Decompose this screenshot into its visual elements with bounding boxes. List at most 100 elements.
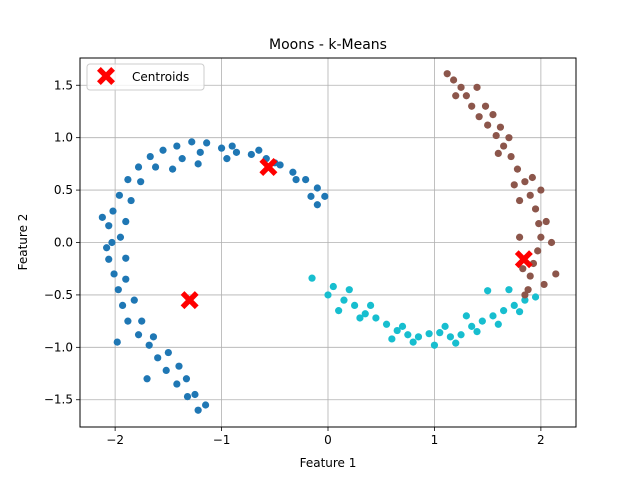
data-point-cluster-1 [151,163,160,171]
data-point-cluster-1 [194,406,202,414]
data-point-cluster-3 [513,165,522,173]
centroid-markers [180,158,533,310]
data-point-cluster-2 [308,274,316,282]
legend-label-centroids: Centroids [132,70,189,84]
y-axis-label: Feature 2 [16,214,30,271]
data-point-cluster-1 [146,152,154,161]
data-point-cluster-1 [122,217,130,226]
data-point-cluster-1 [137,178,145,186]
data-point-cluster-2 [441,322,449,330]
data-point-cluster-1 [191,390,199,399]
data-points [98,70,560,414]
y-tick-label: 0.0 [54,236,73,250]
data-point-cluster-2 [462,312,470,320]
data-point-cluster-3 [534,247,542,255]
data-point-cluster-3 [462,92,470,100]
data-point-cluster-3 [515,233,524,241]
data-point-cluster-1 [118,301,127,309]
data-point-cluster-3 [500,142,508,150]
data-point-cluster-2 [473,328,481,336]
data-point-cluster-2 [515,308,524,316]
centroid-marker [514,250,533,269]
data-point-cluster-1 [203,139,211,147]
data-point-cluster-3 [494,149,502,157]
data-point-cluster-1 [110,270,118,278]
data-point-cluster-3 [505,134,513,142]
data-point-cluster-1 [178,155,186,163]
data-point-cluster-1 [105,255,113,263]
data-point-cluster-1 [183,392,192,401]
data-point-cluster-3 [443,70,451,78]
y-tick-label: 1.5 [54,78,73,92]
y-tick-label: −0.5 [44,288,73,302]
data-point-cluster-1 [98,213,106,221]
data-point-cluster-1 [321,192,329,200]
data-point-cluster-3 [552,270,560,278]
y-tick-label: 1.0 [54,131,73,145]
data-point-cluster-3 [496,123,505,131]
data-point-cluster-3 [457,83,465,91]
data-point-cluster-1 [113,338,121,346]
data-point-cluster-2 [351,301,359,309]
data-point-cluster-3 [468,102,476,110]
data-point-cluster-3 [449,76,458,84]
data-point-cluster-3 [528,173,536,182]
data-point-cluster-2 [335,307,343,315]
data-point-cluster-3 [521,178,529,186]
data-point-cluster-2 [484,287,492,295]
legend-box [86,63,205,91]
data-point-cluster-2 [489,312,497,320]
data-point-cluster-1 [149,333,158,341]
data-point-cluster-3 [535,220,543,228]
data-point-cluster-1 [143,375,151,383]
data-point-cluster-1 [217,144,226,152]
chart-title: Moons - k-Means [269,37,387,53]
data-point-cluster-2 [452,339,460,347]
data-point-cluster-1 [115,191,123,199]
data-point-cluster-1 [173,380,181,388]
data-point-cluster-1 [138,317,146,325]
data-point-cluster-2 [510,301,518,309]
data-point-cluster-3 [507,152,515,161]
legend-centroid-marker [97,67,115,85]
data-point-cluster-1 [247,150,255,159]
data-point-cluster-1 [105,222,113,230]
data-point-cluster-3 [484,121,492,129]
data-point-cluster-1 [159,146,167,154]
data-point-cluster-2 [372,314,380,322]
data-point-cluster-1 [289,168,297,176]
data-point-cluster-1 [173,142,181,150]
y-tick-label: 0.5 [54,183,73,197]
centroid-marker [180,291,199,310]
data-point-cluster-1 [114,286,122,294]
data-point-cluster-1 [116,233,125,241]
data-point-cluster-3 [547,238,556,247]
data-point-cluster-2 [505,286,513,294]
data-point-cluster-3 [510,181,518,189]
x-tick-label: −2 [106,433,124,447]
data-point-cluster-1 [162,366,170,374]
data-point-cluster-3 [537,233,545,241]
data-point-cluster-2 [345,286,353,294]
data-point-cluster-1 [223,155,231,163]
data-point-cluster-2 [531,293,540,301]
data-point-cluster-1 [109,207,117,215]
y-tick-label: −1.5 [44,393,73,407]
data-point-cluster-1 [134,331,143,339]
y-tick-label: −1.0 [44,340,73,354]
data-point-cluster-2 [494,320,502,328]
data-point-cluster-3 [452,92,460,100]
centroid-marker [259,158,278,177]
x-tick-label: 0 [324,433,332,447]
data-point-cluster-2 [468,322,476,330]
data-point-cluster-2 [356,314,364,322]
data-point-cluster-1 [127,196,135,205]
data-point-cluster-1 [228,142,236,150]
x-tick-label: −1 [213,433,231,447]
data-point-cluster-1 [201,401,210,409]
data-point-cluster-2 [324,291,332,299]
data-point-cluster-2 [340,296,348,304]
x-tick-label: 1 [431,433,439,447]
data-point-cluster-2 [436,329,444,337]
